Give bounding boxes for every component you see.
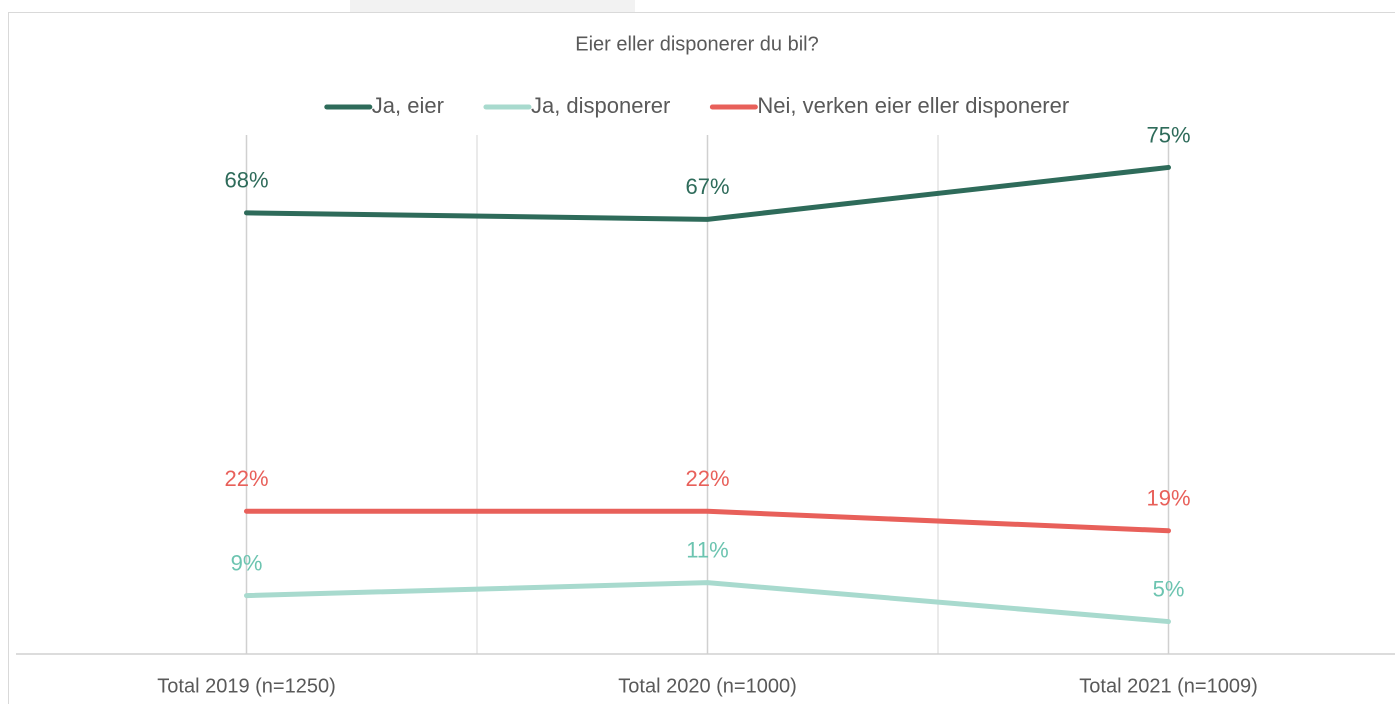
chart-frame: [9, 13, 1395, 705]
data-label: 5%: [1153, 576, 1185, 601]
x-tick-label: Total 2020 (n=1000): [618, 675, 796, 697]
legend-label: Nei, verken eier eller disponerer: [757, 93, 1069, 118]
data-label: 22%: [224, 466, 268, 491]
legend-label: Ja, disponerer: [531, 93, 670, 118]
chart-title: Eier eller disponerer du bil?: [575, 33, 818, 55]
data-label: 11%: [686, 537, 728, 562]
tab-strip: [350, 0, 635, 12]
data-label: 9%: [231, 550, 263, 575]
data-label: 19%: [1146, 486, 1190, 511]
data-label: 75%: [1146, 122, 1190, 147]
legend-label: Ja, eier: [372, 93, 444, 118]
legend-item: Ja, disponerer: [486, 93, 670, 118]
data-label: 68%: [224, 168, 268, 193]
legend-item: Ja, eier: [327, 93, 444, 118]
x-tick-label: Total 2021 (n=1009): [1079, 675, 1257, 697]
data-label: 22%: [685, 466, 729, 491]
data-label: 67%: [685, 174, 729, 199]
legend-item: Nei, verken eier eller disponerer: [712, 93, 1069, 118]
x-tick-label: Total 2019 (n=1250): [157, 675, 335, 697]
